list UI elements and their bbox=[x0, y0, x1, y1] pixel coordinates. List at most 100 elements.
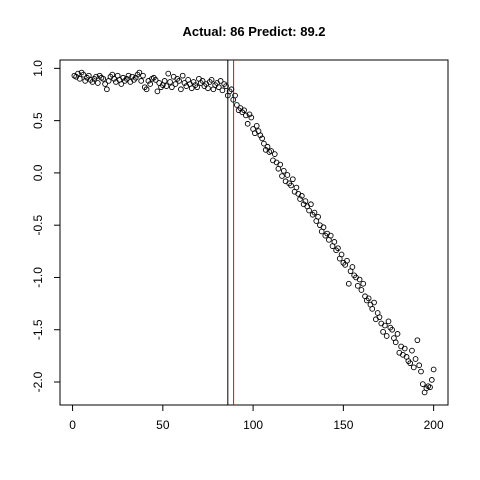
point bbox=[125, 72, 132, 79]
x-tick-label: 200 bbox=[424, 418, 444, 432]
point bbox=[315, 213, 321, 220]
point bbox=[179, 72, 186, 79]
x-tick-label: 50 bbox=[156, 418, 170, 432]
point bbox=[308, 201, 314, 208]
point bbox=[167, 79, 173, 85]
point bbox=[271, 151, 278, 157]
point bbox=[302, 198, 309, 204]
x-tick-label: 100 bbox=[243, 418, 263, 432]
point bbox=[356, 276, 363, 283]
point bbox=[93, 73, 99, 80]
point bbox=[188, 85, 195, 92]
point bbox=[383, 333, 390, 339]
point bbox=[120, 74, 126, 81]
point bbox=[416, 362, 423, 369]
point bbox=[293, 184, 300, 191]
point bbox=[253, 123, 260, 129]
point bbox=[140, 72, 146, 79]
point bbox=[181, 80, 188, 86]
point bbox=[418, 368, 424, 375]
y-tick-label: 0.5 bbox=[31, 112, 45, 129]
point bbox=[412, 356, 419, 362]
point bbox=[190, 79, 197, 85]
point bbox=[349, 264, 356, 270]
point bbox=[232, 92, 238, 99]
point bbox=[223, 83, 229, 89]
point bbox=[104, 86, 110, 93]
point bbox=[335, 245, 341, 252]
point bbox=[409, 347, 415, 354]
point bbox=[327, 232, 334, 239]
point bbox=[354, 282, 361, 289]
point bbox=[365, 295, 372, 302]
point bbox=[228, 86, 235, 93]
point bbox=[194, 84, 200, 91]
point bbox=[394, 331, 401, 337]
point bbox=[389, 326, 395, 333]
point bbox=[264, 143, 271, 150]
point bbox=[161, 78, 168, 84]
point bbox=[80, 71, 87, 78]
point bbox=[129, 73, 135, 80]
point bbox=[320, 224, 327, 231]
point bbox=[410, 364, 417, 371]
point bbox=[123, 75, 130, 82]
point bbox=[331, 239, 338, 245]
point bbox=[360, 280, 367, 287]
x-tick-label: 150 bbox=[333, 418, 353, 432]
point bbox=[306, 207, 312, 214]
point bbox=[376, 314, 383, 321]
y-tick-label: 1.0 bbox=[31, 60, 45, 77]
point bbox=[241, 107, 247, 114]
point bbox=[358, 287, 365, 293]
point bbox=[277, 161, 284, 168]
y-tick-label: -1.5 bbox=[31, 319, 45, 340]
point bbox=[345, 280, 352, 287]
point bbox=[385, 318, 392, 325]
point bbox=[138, 78, 145, 84]
point bbox=[371, 299, 377, 306]
point bbox=[257, 132, 264, 139]
point bbox=[298, 193, 305, 199]
y-tick-label: 0.0 bbox=[31, 164, 45, 181]
point bbox=[205, 85, 211, 92]
point bbox=[165, 70, 172, 77]
point bbox=[407, 360, 414, 367]
point bbox=[172, 81, 179, 87]
y-tick-label: -0.5 bbox=[31, 215, 45, 236]
point bbox=[154, 88, 161, 95]
point bbox=[233, 102, 240, 108]
point bbox=[136, 69, 143, 76]
point bbox=[152, 77, 159, 83]
point bbox=[82, 78, 89, 84]
point bbox=[288, 182, 294, 189]
point bbox=[215, 84, 222, 91]
point bbox=[344, 257, 350, 264]
point bbox=[100, 75, 107, 82]
y-tick-label: -2.0 bbox=[31, 371, 45, 392]
point bbox=[382, 322, 388, 329]
point bbox=[414, 337, 421, 344]
point bbox=[430, 366, 437, 373]
point bbox=[259, 135, 265, 142]
point bbox=[208, 77, 215, 83]
point bbox=[111, 75, 117, 82]
point bbox=[401, 345, 408, 352]
point bbox=[243, 112, 249, 119]
point bbox=[380, 328, 386, 335]
y-tick-label: -1.0 bbox=[31, 267, 45, 288]
point bbox=[419, 381, 426, 387]
point bbox=[427, 384, 433, 391]
point bbox=[132, 74, 139, 81]
point bbox=[76, 75, 83, 82]
point bbox=[217, 78, 224, 84]
point bbox=[199, 78, 206, 84]
point bbox=[169, 84, 175, 91]
point bbox=[369, 305, 376, 312]
point bbox=[280, 167, 287, 174]
point bbox=[143, 86, 150, 93]
point bbox=[89, 79, 96, 85]
point bbox=[147, 81, 154, 87]
point bbox=[163, 83, 170, 89]
